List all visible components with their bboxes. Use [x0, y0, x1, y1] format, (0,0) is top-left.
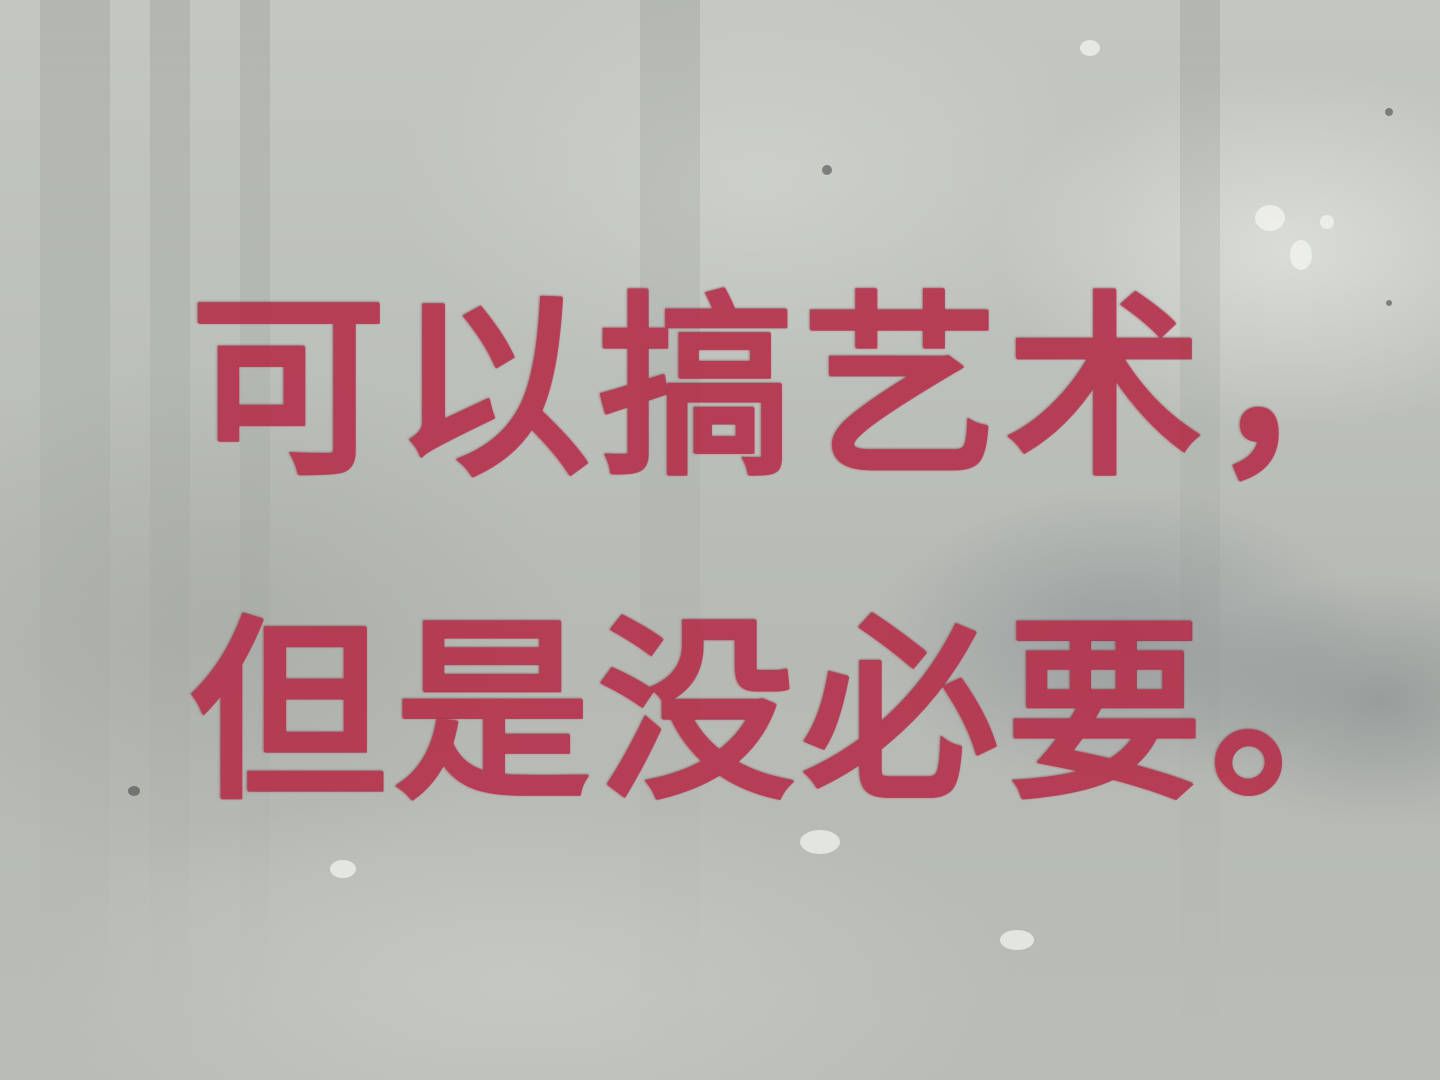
wall-speck	[330, 860, 356, 878]
wall-speck	[1386, 300, 1392, 306]
wall-speck	[1320, 215, 1334, 229]
wall-streak	[640, 0, 700, 1080]
stencil-line-1: 可以搞艺术，	[190, 273, 1415, 503]
wall-speck	[1385, 108, 1393, 116]
wall-streak	[150, 0, 190, 1080]
wall-streak	[240, 0, 270, 1080]
wall-speck	[1290, 240, 1312, 270]
wall-speck	[128, 786, 140, 796]
wall-streak	[1180, 0, 1220, 1080]
wall-speck	[1255, 205, 1285, 231]
wall-speck	[800, 830, 840, 854]
wall-speck	[1080, 40, 1100, 56]
stencil-graffiti: 可以搞艺术， 但是没必要。	[190, 273, 1415, 827]
stencil-line-2: 但是没必要。	[190, 597, 1415, 827]
wall-speck	[1000, 930, 1034, 950]
wall-speck	[822, 165, 832, 175]
wall-streak	[40, 0, 110, 1080]
